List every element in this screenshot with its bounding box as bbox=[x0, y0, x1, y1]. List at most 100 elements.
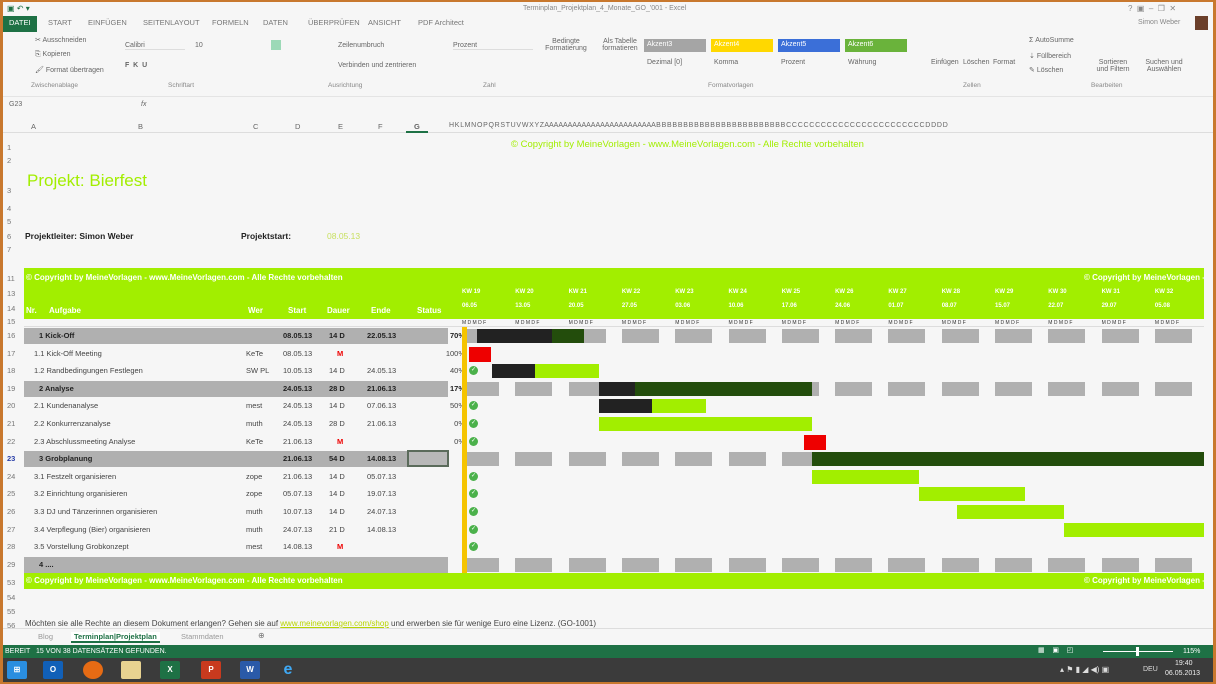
column-header-a[interactable]: A bbox=[31, 122, 37, 131]
fx-icon[interactable]: fx bbox=[141, 101, 147, 108]
task-duration[interactable]: 14 D bbox=[329, 331, 345, 340]
row-number[interactable]: 19 bbox=[7, 383, 16, 393]
delete-cells-button[interactable]: Löschen bbox=[963, 59, 990, 66]
row-number[interactable]: 17 bbox=[7, 348, 16, 358]
sort-filter-button[interactable]: Sortieren und Filtern bbox=[1096, 59, 1130, 73]
row-number[interactable]: 14 bbox=[7, 304, 16, 313]
tab-start[interactable]: START bbox=[48, 18, 72, 27]
task-duration[interactable]: 14 D bbox=[329, 471, 345, 481]
task-duration[interactable]: 14 D bbox=[329, 507, 345, 516]
language-indicator[interactable]: DEU bbox=[1143, 666, 1158, 673]
task-name[interactable]: 3 Grobplanung bbox=[39, 454, 93, 464]
task-name[interactable]: 3.2 Einrichtung organisieren bbox=[34, 489, 128, 499]
column-header-task[interactable]: Aufgabe bbox=[49, 306, 81, 315]
task-name[interactable]: 2.1 Kundenanalyse bbox=[34, 401, 99, 411]
format-as-table-button[interactable]: Als Tabelle formatieren bbox=[602, 38, 638, 52]
project-start-date[interactable]: 08.05.13 bbox=[327, 231, 361, 241]
gantt-bar[interactable] bbox=[599, 381, 813, 396]
task-duration[interactable]: 28 D bbox=[329, 419, 345, 428]
table-row[interactable]: 3.2 Einrichtung organisieren zope 05.07.13… bbox=[24, 485, 1204, 502]
find-select-button[interactable]: Suchen und Auswählen bbox=[1145, 59, 1183, 73]
task-duration[interactable]: 21 D bbox=[329, 524, 345, 534]
clock-date[interactable]: 06.05.2013 bbox=[1165, 670, 1201, 677]
row-number[interactable]: 22 bbox=[7, 436, 16, 446]
word-icon[interactable]: W bbox=[240, 661, 260, 679]
tab-ansicht[interactable]: ANSICHT bbox=[368, 18, 401, 27]
column-header-c[interactable]: C bbox=[253, 122, 259, 131]
column-header-h[interactable]: H K L M N O P Q R S T U V W X Y Z A A A … bbox=[449, 122, 948, 129]
task-owner[interactable]: muth bbox=[246, 524, 263, 534]
task-start[interactable]: 10.07.13 bbox=[283, 507, 313, 516]
name-box[interactable]: G23 bbox=[9, 101, 23, 108]
row-number[interactable]: 15 bbox=[7, 317, 16, 326]
column-header-b[interactable]: B bbox=[138, 122, 144, 131]
row-number[interactable]: 11 bbox=[7, 274, 15, 283]
task-duration[interactable]: M bbox=[337, 436, 344, 446]
task-start[interactable]: 05.07.13 bbox=[283, 489, 313, 499]
gantt-bar[interactable] bbox=[918, 487, 1026, 502]
insert-cells-button[interactable]: Einfügen bbox=[931, 59, 959, 66]
explorer-folder-icon[interactable] bbox=[121, 661, 141, 679]
tab-einfügen[interactable]: EINFÜGEN bbox=[88, 18, 127, 27]
shop-link[interactable]: www.meinevorlagen.com/shop bbox=[280, 619, 389, 628]
task-name[interactable]: 2.2 Konkurrenzanalyse bbox=[34, 419, 111, 428]
column-header-dur[interactable]: Dauer bbox=[327, 306, 350, 315]
tab-pdf-architect[interactable]: PDF Architect bbox=[418, 18, 464, 27]
task-start[interactable]: 14.08.13 bbox=[283, 542, 313, 552]
cell-style-akzent5[interactable]: Akzent5 bbox=[778, 39, 840, 52]
milestone-marker[interactable] bbox=[469, 346, 492, 362]
excel-icon[interactable]: X bbox=[160, 661, 180, 679]
tab-seitenlayout[interactable]: SEITENLAYOUT bbox=[143, 18, 200, 27]
row-number[interactable]: 1 bbox=[7, 143, 12, 152]
task-end[interactable]: 14.08.13 bbox=[367, 524, 397, 534]
row-number[interactable]: 26 bbox=[7, 507, 16, 516]
filter-row[interactable] bbox=[24, 318, 1204, 327]
milestone-marker[interactable] bbox=[804, 434, 827, 450]
row-number[interactable]: 5 bbox=[7, 217, 12, 226]
copy-button[interactable]: ⎘ Kopieren bbox=[35, 51, 71, 58]
task-duration[interactable]: 28 D bbox=[329, 383, 345, 393]
number-format-select[interactable]: Prozent bbox=[453, 42, 533, 50]
task-name[interactable]: 2 Analyse bbox=[39, 383, 74, 393]
avatar[interactable] bbox=[1195, 16, 1208, 30]
task-end[interactable]: 05.07.13 bbox=[367, 471, 397, 481]
task-start[interactable]: 24.05.13 bbox=[283, 419, 313, 428]
task-end[interactable]: 07.06.13 bbox=[367, 401, 397, 411]
align-top-button[interactable] bbox=[271, 40, 281, 50]
gantt-bar[interactable] bbox=[812, 469, 919, 484]
conditional-format-button[interactable]: Bedingte Formatierung bbox=[545, 38, 587, 52]
task-owner[interactable]: KeTe bbox=[246, 348, 264, 358]
gantt-bar[interactable] bbox=[599, 417, 813, 431]
bold-italic-underline[interactable]: F K U bbox=[125, 62, 148, 69]
task-name[interactable]: 1 Kick-Off bbox=[39, 331, 75, 340]
cell-style-akzent4[interactable]: Akzent4 bbox=[711, 39, 773, 52]
row-number[interactable]: 21 bbox=[7, 419, 16, 428]
task-end[interactable]: 14.08.13 bbox=[367, 454, 397, 464]
task-name[interactable]: 3.5 Vorstellung Grobkonzept bbox=[34, 542, 129, 552]
row-number[interactable]: 55 bbox=[7, 607, 16, 616]
tab-überprüfen[interactable]: ÜBERPRÜFEN bbox=[308, 18, 360, 27]
tab-formeln[interactable]: FORMELN bbox=[212, 18, 249, 27]
table-row[interactable]: 2.3 Abschlussmeeting Analyse KeTe 21.06.13… bbox=[24, 433, 1204, 450]
task-status[interactable]: 0% bbox=[454, 436, 465, 446]
gantt-bar[interactable] bbox=[956, 505, 1064, 519]
row-number[interactable]: 54 bbox=[7, 593, 16, 602]
cell-style-1[interactable]: Komma bbox=[714, 59, 739, 66]
task-owner[interactable]: mest bbox=[246, 542, 263, 552]
windows-start-icon[interactable]: ⊞ bbox=[7, 661, 27, 679]
row-number[interactable]: 29 bbox=[7, 559, 16, 569]
sheet-tab-2[interactable]: Stammdaten bbox=[181, 632, 224, 641]
clear-button[interactable]: ✎ Löschen bbox=[1029, 67, 1064, 74]
merge-center-button[interactable]: Verbinden und zentrieren bbox=[338, 62, 417, 69]
task-end[interactable]: 24.05.13 bbox=[367, 366, 397, 376]
task-name[interactable]: 3.1 Festzelt organisieren bbox=[34, 471, 117, 481]
view-buttons[interactable]: ▦ ▣ ◰ bbox=[1038, 647, 1074, 654]
column-header-nr[interactable]: Nr. bbox=[26, 306, 37, 315]
task-owner[interactable]: SW PL bbox=[246, 366, 270, 376]
column-header-who[interactable]: Wer bbox=[248, 306, 263, 315]
row-number[interactable]: 24 bbox=[7, 471, 16, 481]
task-status[interactable]: 100% bbox=[445, 348, 465, 358]
task-status[interactable]: 50% bbox=[449, 401, 465, 411]
task-name[interactable]: 1.1 Kick-Off Meeting bbox=[34, 348, 102, 358]
